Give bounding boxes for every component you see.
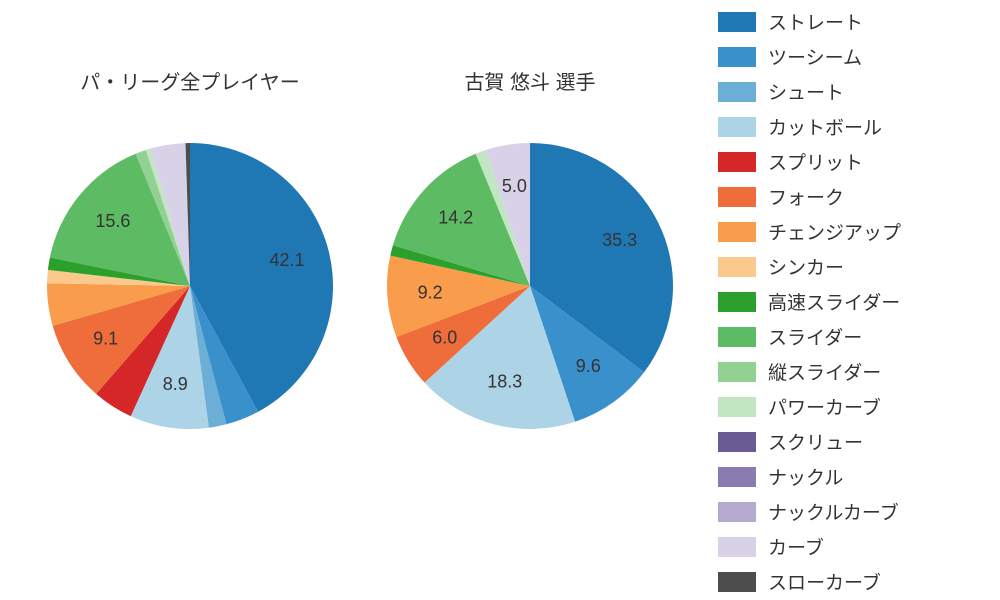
- legend-label: パワーカーブ: [768, 393, 881, 420]
- slice-value-label: 6.0: [432, 327, 457, 347]
- legend-label: カットボール: [768, 113, 882, 140]
- slice-value-label: 5.0: [502, 176, 527, 196]
- legend-label: ツーシーム: [768, 43, 862, 70]
- legend-label: ストレート: [768, 8, 863, 35]
- legend-item: スローカーブ: [718, 564, 988, 599]
- legend-swatch: [718, 537, 756, 557]
- legend-swatch: [718, 47, 756, 67]
- slice-value-label: 9.1: [93, 329, 118, 349]
- legend-item: ツーシーム: [718, 39, 988, 74]
- legend-item: 縦スライダー: [718, 354, 988, 389]
- slice-value-label: 9.2: [418, 282, 443, 302]
- legend-label: チェンジアップ: [768, 218, 901, 245]
- legend-swatch: [718, 397, 756, 417]
- legend-swatch: [718, 292, 756, 312]
- legend-label: シュート: [768, 78, 844, 105]
- chart-title: パ・リーグ全プレイヤー: [30, 66, 350, 95]
- legend-label: スプリット: [768, 148, 863, 175]
- legend-swatch: [718, 467, 756, 487]
- legend-item: フォーク: [718, 179, 988, 214]
- legend-swatch: [718, 572, 756, 592]
- legend-label: シンカー: [768, 253, 844, 280]
- legend-label: フォーク: [768, 183, 844, 210]
- slice-value-label: 8.9: [163, 374, 188, 394]
- legend-item: スクリュー: [718, 424, 988, 459]
- legend-swatch: [718, 432, 756, 452]
- legend-swatch: [718, 152, 756, 172]
- legend-swatch: [718, 502, 756, 522]
- slice-value-label: 15.6: [95, 211, 130, 231]
- legend-item: カーブ: [718, 529, 988, 564]
- slice-value-label: 9.6: [576, 356, 601, 376]
- legend-item: ストレート: [718, 4, 988, 39]
- legend-item: チェンジアップ: [718, 214, 988, 249]
- legend-label: 縦スライダー: [768, 358, 881, 385]
- legend-label: スライダー: [768, 323, 862, 350]
- legend-swatch: [718, 222, 756, 242]
- legend-item: スライダー: [718, 319, 988, 354]
- legend-label: ナックル: [768, 463, 843, 490]
- legend-item: シュート: [718, 74, 988, 109]
- chart-container: { "background_color": "#ffffff", "title_…: [0, 0, 1000, 600]
- legend-label: ナックルカーブ: [768, 498, 899, 525]
- chart-title: 古賀 悠斗 選手: [370, 66, 690, 95]
- legend-item: スプリット: [718, 144, 988, 179]
- legend: ストレートツーシームシュートカットボールスプリットフォークチェンジアップシンカー…: [718, 4, 988, 599]
- legend-swatch: [718, 12, 756, 32]
- legend-swatch: [718, 117, 756, 137]
- legend-label: カーブ: [768, 533, 824, 560]
- legend-label: スローカーブ: [768, 568, 881, 595]
- slice-value-label: 14.2: [438, 208, 473, 228]
- legend-label: 高速スライダー: [768, 288, 900, 315]
- legend-item: ナックル: [718, 459, 988, 494]
- legend-swatch: [718, 82, 756, 102]
- legend-swatch: [718, 362, 756, 382]
- legend-item: 高速スライダー: [718, 284, 988, 319]
- slice-value-label: 35.3: [602, 230, 637, 250]
- legend-item: カットボール: [718, 109, 988, 144]
- legend-item: パワーカーブ: [718, 389, 988, 424]
- legend-item: シンカー: [718, 249, 988, 284]
- slice-value-label: 18.3: [487, 372, 522, 392]
- legend-item: ナックルカーブ: [718, 494, 988, 529]
- legend-swatch: [718, 327, 756, 347]
- legend-swatch: [718, 257, 756, 277]
- slice-value-label: 42.1: [270, 250, 305, 270]
- legend-swatch: [718, 187, 756, 207]
- legend-label: スクリュー: [768, 428, 863, 455]
